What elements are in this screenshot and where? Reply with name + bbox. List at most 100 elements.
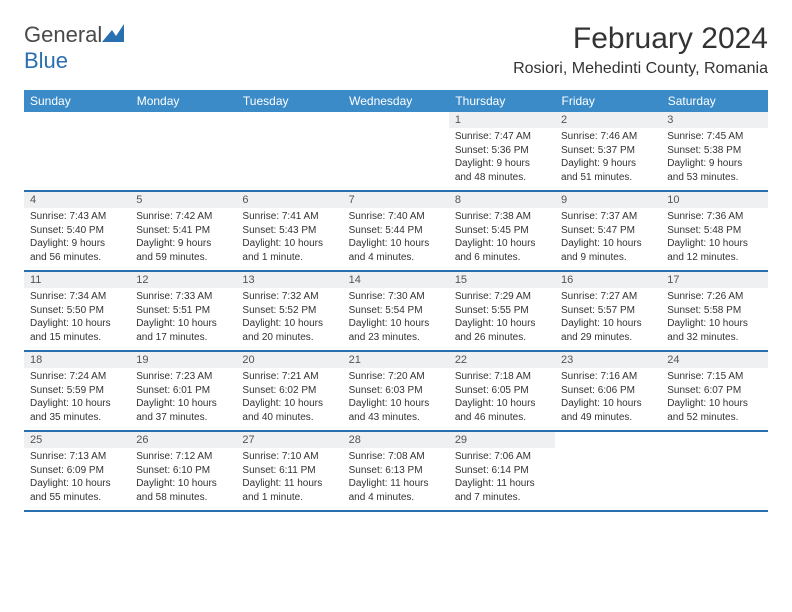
day-detail-cell: Sunrise: 7:26 AMSunset: 5:58 PMDaylight:… [661,288,767,351]
week-detail-row: Sunrise: 7:47 AMSunset: 5:36 PMDaylight:… [24,128,768,191]
day-detail-cell: Sunrise: 7:21 AMSunset: 6:02 PMDaylight:… [236,368,342,431]
day-detail-cell: Sunrise: 7:15 AMSunset: 6:07 PMDaylight:… [661,368,767,431]
daylight-line: Daylight: 10 hours and 43 minutes. [349,397,443,424]
week-detail-row: Sunrise: 7:24 AMSunset: 5:59 PMDaylight:… [24,368,768,431]
week-daynum-row: 2526272829 [24,431,768,448]
daylight-line: Daylight: 10 hours and 26 minutes. [455,317,549,344]
daylight-line: Daylight: 10 hours and 52 minutes. [667,397,761,424]
daylight-line: Daylight: 10 hours and 37 minutes. [136,397,230,424]
daylight-line: Daylight: 10 hours and 49 minutes. [561,397,655,424]
sunset-line: Sunset: 6:05 PM [455,384,549,398]
day-number-cell [130,112,236,128]
sunrise-line: Sunrise: 7:24 AM [30,370,124,384]
day-number-cell: 12 [130,271,236,288]
sunset-line: Sunset: 5:45 PM [455,224,549,238]
sunset-line: Sunset: 6:13 PM [349,464,443,478]
sunrise-line: Sunrise: 7:15 AM [667,370,761,384]
sunrise-line: Sunrise: 7:12 AM [136,450,230,464]
sunrise-line: Sunrise: 7:20 AM [349,370,443,384]
sunset-line: Sunset: 6:14 PM [455,464,549,478]
weekday-header: Sunday [24,90,130,112]
sunrise-line: Sunrise: 7:47 AM [455,130,549,144]
day-detail-cell [236,128,342,191]
sunrise-line: Sunrise: 7:23 AM [136,370,230,384]
day-detail-cell [555,448,661,511]
sunrise-line: Sunrise: 7:30 AM [349,290,443,304]
brand-logo: GeneralBlue [24,22,124,74]
brand-part2: Blue [24,48,68,73]
sunrise-line: Sunrise: 7:41 AM [242,210,336,224]
daylight-line: Daylight: 10 hours and 29 minutes. [561,317,655,344]
sunrise-line: Sunrise: 7:26 AM [667,290,761,304]
sunrise-line: Sunrise: 7:42 AM [136,210,230,224]
day-detail-cell: Sunrise: 7:33 AMSunset: 5:51 PMDaylight:… [130,288,236,351]
day-number-cell: 16 [555,271,661,288]
daylight-line: Daylight: 10 hours and 1 minute. [242,237,336,264]
sunrise-line: Sunrise: 7:06 AM [455,450,549,464]
day-detail-cell: Sunrise: 7:13 AMSunset: 6:09 PMDaylight:… [24,448,130,511]
sunrise-line: Sunrise: 7:21 AM [242,370,336,384]
day-number-cell: 10 [661,191,767,208]
daylight-line: Daylight: 10 hours and 6 minutes. [455,237,549,264]
day-number-cell: 24 [661,351,767,368]
day-number-cell: 3 [661,112,767,128]
daylight-line: Daylight: 10 hours and 12 minutes. [667,237,761,264]
daylight-line: Daylight: 10 hours and 17 minutes. [136,317,230,344]
daylight-line: Daylight: 10 hours and 20 minutes. [242,317,336,344]
sunrise-line: Sunrise: 7:43 AM [30,210,124,224]
daylight-line: Daylight: 9 hours and 48 minutes. [455,157,549,184]
sunset-line: Sunset: 6:03 PM [349,384,443,398]
day-number-cell: 18 [24,351,130,368]
day-detail-cell: Sunrise: 7:34 AMSunset: 5:50 PMDaylight:… [24,288,130,351]
day-detail-cell: Sunrise: 7:47 AMSunset: 5:36 PMDaylight:… [449,128,555,191]
sunrise-line: Sunrise: 7:32 AM [242,290,336,304]
daylight-line: Daylight: 9 hours and 51 minutes. [561,157,655,184]
day-detail-cell: Sunrise: 7:42 AMSunset: 5:41 PMDaylight:… [130,208,236,271]
sunset-line: Sunset: 5:55 PM [455,304,549,318]
sunrise-line: Sunrise: 7:38 AM [455,210,549,224]
header: GeneralBlue February 2024 Rosiori, Mehed… [24,22,768,78]
day-detail-cell: Sunrise: 7:41 AMSunset: 5:43 PMDaylight:… [236,208,342,271]
sunset-line: Sunset: 5:54 PM [349,304,443,318]
weekday-header: Wednesday [343,90,449,112]
day-detail-cell: Sunrise: 7:46 AMSunset: 5:37 PMDaylight:… [555,128,661,191]
daylight-line: Daylight: 10 hours and 4 minutes. [349,237,443,264]
sunrise-line: Sunrise: 7:27 AM [561,290,655,304]
sunset-line: Sunset: 5:44 PM [349,224,443,238]
sunset-line: Sunset: 5:38 PM [667,144,761,158]
day-number-cell: 4 [24,191,130,208]
day-detail-cell [343,128,449,191]
day-number-cell: 26 [130,431,236,448]
brand-part1: General [24,22,102,47]
brand-name: GeneralBlue [24,22,124,74]
sunrise-line: Sunrise: 7:34 AM [30,290,124,304]
sunrise-line: Sunrise: 7:10 AM [242,450,336,464]
day-detail-cell [130,128,236,191]
day-number-cell [343,112,449,128]
sunrise-line: Sunrise: 7:08 AM [349,450,443,464]
week-daynum-row: 123 [24,112,768,128]
day-number-cell [555,431,661,448]
week-daynum-row: 11121314151617 [24,271,768,288]
sunset-line: Sunset: 5:37 PM [561,144,655,158]
day-detail-cell: Sunrise: 7:38 AMSunset: 5:45 PMDaylight:… [449,208,555,271]
sunset-line: Sunset: 5:50 PM [30,304,124,318]
day-number-cell: 17 [661,271,767,288]
daylight-line: Daylight: 10 hours and 15 minutes. [30,317,124,344]
day-number-cell: 27 [236,431,342,448]
sunset-line: Sunset: 6:06 PM [561,384,655,398]
week-daynum-row: 45678910 [24,191,768,208]
daylight-line: Daylight: 10 hours and 35 minutes. [30,397,124,424]
sunset-line: Sunset: 6:10 PM [136,464,230,478]
day-detail-cell: Sunrise: 7:40 AMSunset: 5:44 PMDaylight:… [343,208,449,271]
sunset-line: Sunset: 6:01 PM [136,384,230,398]
sunset-line: Sunset: 5:40 PM [30,224,124,238]
sunset-line: Sunset: 5:43 PM [242,224,336,238]
daylight-line: Daylight: 10 hours and 40 minutes. [242,397,336,424]
weekday-header: Friday [555,90,661,112]
day-number-cell: 20 [236,351,342,368]
sunset-line: Sunset: 5:51 PM [136,304,230,318]
daylight-line: Daylight: 10 hours and 55 minutes. [30,477,124,504]
day-number-cell: 23 [555,351,661,368]
daylight-line: Daylight: 9 hours and 56 minutes. [30,237,124,264]
